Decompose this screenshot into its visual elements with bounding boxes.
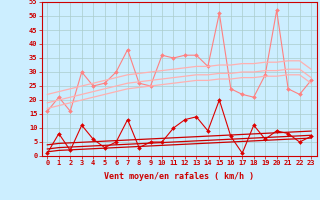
X-axis label: Vent moyen/en rafales ( km/h ): Vent moyen/en rafales ( km/h ) [104,172,254,181]
